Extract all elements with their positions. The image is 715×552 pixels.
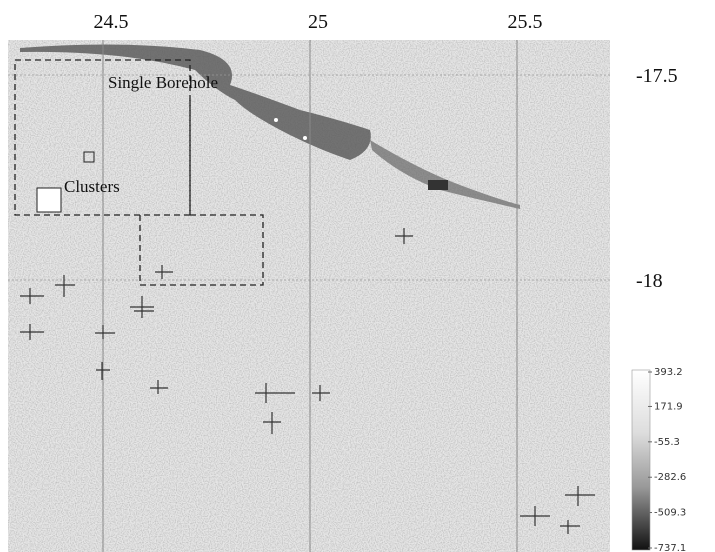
colorbar-label: 171.9 (654, 401, 683, 412)
colorbar-label: 393.2 (654, 367, 683, 378)
x-tick-label: 24.5 (94, 11, 129, 33)
borehole-dot (274, 118, 278, 122)
colorbar: 393.2 171.9 -55.3 -282.6 -509.3 -737.1 (632, 367, 686, 552)
borehole-dot (303, 136, 307, 140)
colorbar-label: -55.3 (654, 437, 680, 448)
clusters-symbol (37, 188, 61, 212)
colorbar-label: -282.6 (654, 472, 686, 483)
legend-label: Clusters (64, 177, 120, 196)
y-tick-label: -18 (636, 270, 663, 292)
map-figure: Single Borehole Clusters 393.2 171.9 -55.3… (0, 0, 715, 552)
legend-label: Single Borehole (108, 73, 218, 92)
y-tick-label: -17.5 (636, 65, 678, 87)
dark-patch (428, 180, 448, 190)
map-area: Single Borehole Clusters (8, 40, 610, 552)
colorbar-ramp (632, 370, 650, 550)
x-tick-label: 25 (308, 11, 328, 33)
colorbar-label: -509.3 (654, 508, 686, 519)
x-tick-label: 25.5 (508, 11, 543, 33)
colorbar-label: -737.1 (654, 543, 686, 552)
